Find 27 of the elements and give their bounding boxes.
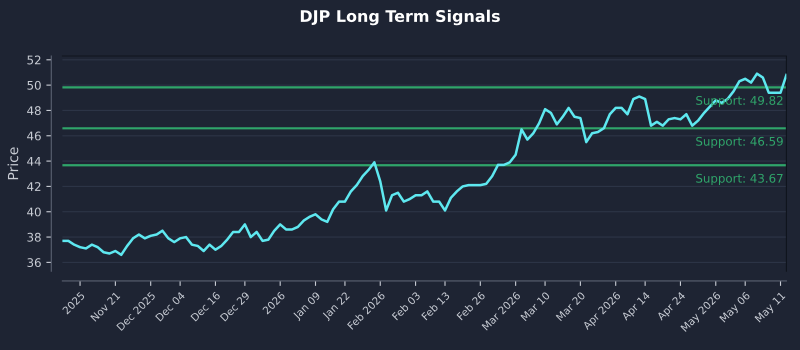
x-tick-label: Feb 13 [420,291,450,320]
y-tick-label: 48 [27,106,41,116]
y-tick-label: 42 [27,182,40,191]
ref-line-label: Support: 43.67 [696,174,783,186]
x-tick-label: Jan 22 [322,292,352,322]
chart-title: DJP Long Term Signals [300,10,500,26]
x-tick-label: Dec 04 [155,291,186,322]
x-tick-label: Apr 14 [620,291,652,322]
x-tick-label: Jan 09 [292,291,322,322]
y-tick-label: 52 [27,56,40,64]
y-tick-label: 40 [27,207,41,216]
y-tick-label: 38 [27,232,41,242]
ref-line-label: Support: 46.59 [696,136,783,148]
y-axis-title: Price [8,147,18,180]
x-tick-label: Feb 26 [456,291,486,320]
x-tick-label: Mar 20 [556,291,586,322]
y-tick-label: 36 [27,258,41,268]
line-series [62,72,786,256]
y-tick-label: 50 [27,80,41,90]
x-tick-label: Dec 29 [220,291,250,322]
y-tick-label: 44 [27,156,41,166]
x-tick-label: Dec 16 [190,291,221,322]
x-tick-label: Feb 03 [392,291,421,320]
x-tick-label: Mar 10 [520,291,550,322]
y-tick-label: 46 [27,131,41,140]
x-tick-label: Nov 21 [90,292,120,322]
x-tick-label: Apr 24 [656,291,688,322]
